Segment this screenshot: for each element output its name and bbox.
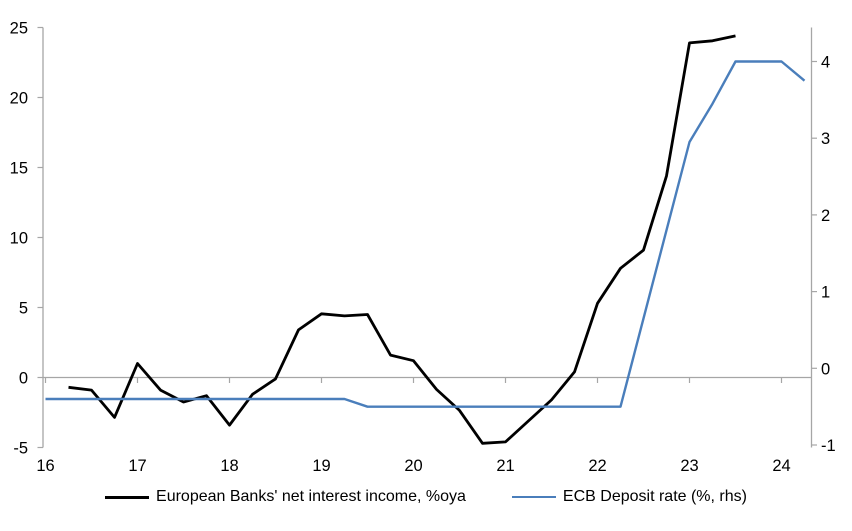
x-axis-tick-label: 19 (312, 457, 330, 475)
x-axis-tick-label: 18 (220, 457, 238, 475)
x-axis-tick-label: 23 (680, 457, 698, 475)
x-axis-tick-label: 16 (36, 457, 54, 475)
left-axis-tick-label: 25 (10, 20, 28, 38)
right-axis-tick-label: 4 (821, 54, 830, 72)
right-axis-tick-label: 2 (821, 207, 830, 225)
legend-label-ecb-deposit-rate: ECB Deposit rate (%, rhs) (562, 488, 747, 505)
left-axis-tick-label: 15 (10, 160, 28, 178)
x-axis-tick-label: 21 (496, 457, 514, 475)
left-axis-tick-label: 5 (19, 300, 28, 318)
series-line-net-interest-income (68, 34, 736, 445)
right-axis-tick-label: 0 (821, 360, 830, 378)
legend: European Banks' net interest income, %oy… (0, 488, 852, 506)
right-axis-tick-label: 3 (821, 130, 830, 148)
left-axis-tick-label: 10 (10, 230, 28, 248)
right-axis-tick-label: 1 (821, 284, 830, 302)
left-axis-tick-label: 0 (19, 370, 28, 388)
legend-line-swatch-black (105, 495, 150, 499)
legend-line-swatch-blue (511, 496, 556, 498)
x-axis-tick-label: 17 (128, 457, 146, 475)
left-axis-tick-label: -5 (13, 440, 28, 458)
series-line-ecb-deposit-rate (45, 60, 806, 408)
left-axis-tick-label: 20 (10, 90, 28, 108)
x-axis-tick-label: 24 (772, 457, 790, 475)
legend-label-net-interest-income: European Banks' net interest income, %oy… (156, 488, 466, 505)
x-axis-tick-label: 22 (588, 457, 606, 475)
legend-item-ecb-deposit-rate: ECB Deposit rate (%, rhs) (511, 488, 747, 506)
legend-item-net-interest-income: European Banks' net interest income, %oy… (105, 488, 466, 506)
right-axis-tick-label: -1 (821, 437, 836, 455)
x-axis-tick-label: 20 (404, 457, 422, 475)
